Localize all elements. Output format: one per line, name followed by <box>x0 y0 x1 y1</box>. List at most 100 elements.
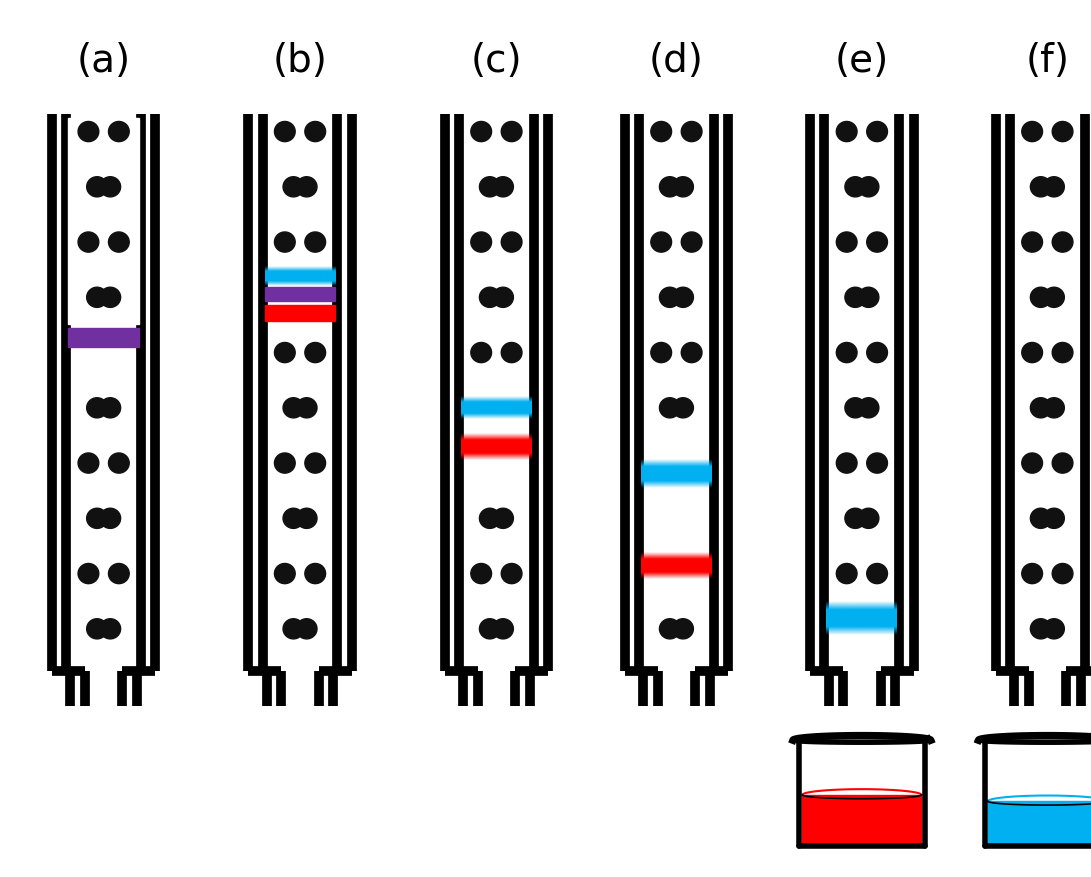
Ellipse shape <box>471 342 492 363</box>
Ellipse shape <box>79 453 99 473</box>
Ellipse shape <box>1030 397 1051 417</box>
Ellipse shape <box>1022 342 1043 363</box>
Ellipse shape <box>1052 563 1072 583</box>
Ellipse shape <box>471 122 492 142</box>
Ellipse shape <box>275 563 296 583</box>
Text: (a): (a) <box>76 42 131 81</box>
Text: (f): (f) <box>1026 42 1069 81</box>
Text: (d): (d) <box>649 42 704 81</box>
Ellipse shape <box>659 397 680 417</box>
Ellipse shape <box>673 618 694 638</box>
Ellipse shape <box>283 397 303 417</box>
Ellipse shape <box>86 618 107 638</box>
Ellipse shape <box>651 122 672 142</box>
Ellipse shape <box>659 618 680 638</box>
Ellipse shape <box>100 177 121 197</box>
Ellipse shape <box>297 618 317 638</box>
Ellipse shape <box>837 122 858 142</box>
Ellipse shape <box>673 177 694 197</box>
Ellipse shape <box>1044 287 1065 308</box>
Ellipse shape <box>501 563 521 583</box>
Ellipse shape <box>479 177 500 197</box>
Ellipse shape <box>108 122 129 142</box>
Ellipse shape <box>79 232 99 253</box>
Ellipse shape <box>859 397 879 417</box>
Ellipse shape <box>86 287 107 308</box>
Ellipse shape <box>859 177 879 197</box>
Ellipse shape <box>844 397 865 417</box>
Ellipse shape <box>86 177 107 197</box>
Ellipse shape <box>79 122 99 142</box>
Ellipse shape <box>866 232 887 253</box>
Ellipse shape <box>1022 453 1043 473</box>
Ellipse shape <box>659 177 680 197</box>
Ellipse shape <box>1022 122 1043 142</box>
Ellipse shape <box>100 397 121 417</box>
Ellipse shape <box>275 232 296 253</box>
Bar <box>68 118 140 324</box>
Ellipse shape <box>1044 508 1065 528</box>
Ellipse shape <box>1052 122 1072 142</box>
Ellipse shape <box>283 177 303 197</box>
Text: (b): (b) <box>273 42 327 81</box>
Ellipse shape <box>681 232 702 253</box>
Ellipse shape <box>844 287 865 308</box>
Ellipse shape <box>100 508 121 528</box>
Ellipse shape <box>479 508 500 528</box>
Bar <box>265 305 336 321</box>
Ellipse shape <box>471 563 492 583</box>
Ellipse shape <box>673 287 694 308</box>
Ellipse shape <box>304 563 325 583</box>
Ellipse shape <box>1052 342 1072 363</box>
Ellipse shape <box>108 563 129 583</box>
Ellipse shape <box>844 177 865 197</box>
Ellipse shape <box>86 508 107 528</box>
Ellipse shape <box>479 618 500 638</box>
Ellipse shape <box>1052 232 1072 253</box>
Ellipse shape <box>1044 177 1065 197</box>
Ellipse shape <box>275 342 296 363</box>
Ellipse shape <box>471 232 492 253</box>
Bar <box>265 287 336 301</box>
Ellipse shape <box>1022 232 1043 253</box>
Bar <box>803 795 921 844</box>
Ellipse shape <box>501 232 521 253</box>
Ellipse shape <box>859 287 879 308</box>
Ellipse shape <box>837 342 858 363</box>
Ellipse shape <box>651 232 672 253</box>
Ellipse shape <box>493 618 514 638</box>
Ellipse shape <box>493 508 514 528</box>
Ellipse shape <box>108 232 129 253</box>
Ellipse shape <box>283 618 303 638</box>
Ellipse shape <box>1044 618 1065 638</box>
Ellipse shape <box>1030 618 1051 638</box>
Ellipse shape <box>297 508 317 528</box>
Ellipse shape <box>79 563 99 583</box>
Ellipse shape <box>866 453 887 473</box>
Ellipse shape <box>844 508 865 528</box>
Bar <box>68 328 140 347</box>
Ellipse shape <box>501 122 521 142</box>
Ellipse shape <box>1030 287 1051 308</box>
Ellipse shape <box>681 122 702 142</box>
Ellipse shape <box>108 453 129 473</box>
Ellipse shape <box>659 287 680 308</box>
Ellipse shape <box>866 122 887 142</box>
Ellipse shape <box>501 342 521 363</box>
Ellipse shape <box>1030 508 1051 528</box>
Ellipse shape <box>681 342 702 363</box>
Text: (c): (c) <box>470 42 523 81</box>
Ellipse shape <box>837 453 858 473</box>
Ellipse shape <box>1022 563 1043 583</box>
Ellipse shape <box>100 618 121 638</box>
Ellipse shape <box>651 342 672 363</box>
Ellipse shape <box>1052 453 1072 473</box>
Ellipse shape <box>1044 397 1065 417</box>
Bar <box>988 802 1091 844</box>
Ellipse shape <box>275 122 296 142</box>
Ellipse shape <box>493 177 514 197</box>
Ellipse shape <box>859 508 879 528</box>
Ellipse shape <box>297 397 317 417</box>
Ellipse shape <box>297 177 317 197</box>
Ellipse shape <box>304 232 325 253</box>
